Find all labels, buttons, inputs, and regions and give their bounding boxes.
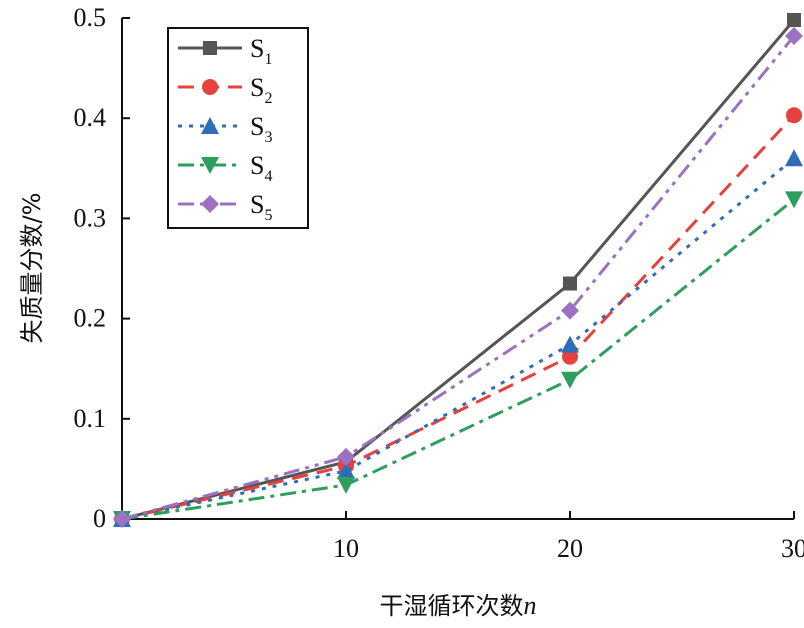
data-point bbox=[337, 447, 355, 466]
y-tick-label: 0.5 bbox=[74, 3, 107, 32]
legend-entry: S3 bbox=[178, 112, 272, 146]
series-layer bbox=[113, 13, 803, 528]
x-tick-label: 20 bbox=[557, 534, 583, 563]
data-point bbox=[561, 371, 579, 389]
data-point bbox=[561, 301, 579, 320]
y-ticks: 0 0.1 0.2 0.3 0.4 0.5 bbox=[74, 3, 130, 533]
data-point bbox=[337, 461, 355, 479]
data-point bbox=[785, 149, 803, 167]
data-point bbox=[787, 13, 801, 28]
legend-entry: S2 bbox=[178, 73, 272, 107]
y-tick-label: 0.3 bbox=[74, 203, 107, 232]
legend: S1 S2 S3 S4 S5 bbox=[167, 27, 309, 229]
legend-label: S2 bbox=[250, 73, 272, 107]
data-point bbox=[563, 276, 577, 291]
legend-marker bbox=[203, 41, 217, 55]
data-point bbox=[785, 191, 803, 209]
y-tick-label: 0.2 bbox=[74, 304, 107, 333]
data-point bbox=[562, 348, 578, 365]
series-line bbox=[121, 114, 796, 521]
legend-marker bbox=[201, 195, 219, 213]
x-axis-variable: n bbox=[524, 591, 537, 620]
legend-entry: S5 bbox=[178, 190, 272, 224]
legend-label: S3 bbox=[250, 112, 272, 146]
data-point bbox=[561, 335, 579, 353]
x-axis-title: 干湿循环次数n bbox=[380, 591, 537, 620]
x-tick-label: 30 bbox=[781, 534, 804, 563]
legend-label: S4 bbox=[250, 151, 272, 185]
axes bbox=[121, 18, 794, 520]
y-axis-title: 失质量分数/% bbox=[18, 193, 46, 344]
y-tick-label: 0 bbox=[93, 504, 106, 533]
legend-box bbox=[167, 27, 309, 229]
x-ticks: 10 20 30 bbox=[333, 511, 804, 563]
legend-entry: S4 bbox=[178, 151, 272, 185]
x-tick-label: 10 bbox=[333, 534, 359, 563]
legend-label: S5 bbox=[250, 190, 272, 224]
series-line bbox=[121, 19, 796, 521]
y-tick-label: 0.4 bbox=[74, 103, 107, 132]
series-line bbox=[121, 35, 796, 521]
data-point bbox=[786, 107, 802, 124]
legend-entry: S1 bbox=[178, 34, 272, 68]
series-4 bbox=[113, 191, 803, 528]
y-tick-label: 0.1 bbox=[74, 404, 107, 433]
legend-marker bbox=[201, 157, 219, 174]
legend-marker bbox=[202, 79, 218, 95]
legend-label: S1 bbox=[250, 34, 272, 68]
data-point bbox=[785, 27, 803, 46]
series-line bbox=[121, 198, 795, 521]
data-point bbox=[113, 510, 131, 528]
series-5 bbox=[113, 27, 803, 528]
data-point bbox=[337, 476, 355, 494]
legend-marker bbox=[201, 117, 219, 134]
